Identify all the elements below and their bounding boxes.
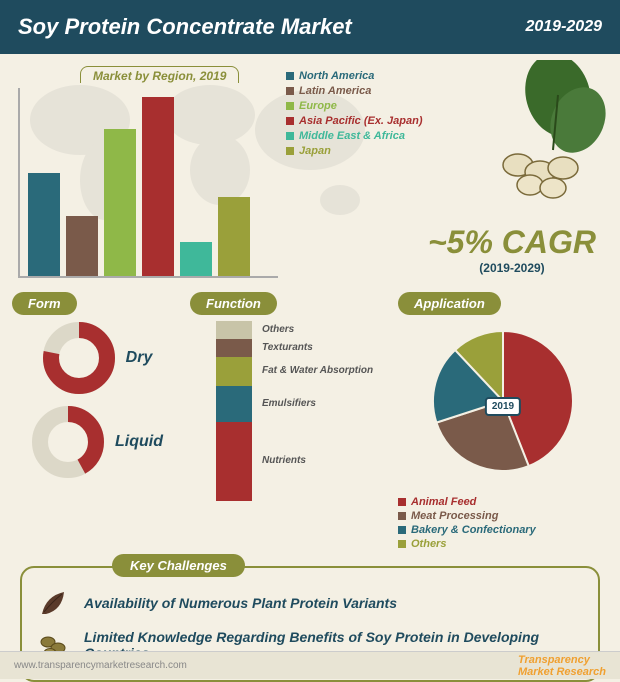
legend-label: North America	[299, 70, 374, 82]
legend-item: Asia Pacific (Ex. Japan)	[286, 115, 451, 127]
legend-swatch	[286, 132, 294, 140]
function-panel: Function Others Texturants Fat & Water Abs…	[190, 292, 390, 552]
legend-swatch	[286, 117, 294, 125]
donut-row: Dry	[42, 321, 153, 395]
stack-label: Texturants	[262, 342, 313, 353]
footer-logo: Transparency Market Research	[518, 654, 606, 678]
stack-segment	[216, 339, 252, 357]
challenges-title: Key Challenges	[112, 554, 245, 577]
donut-label: Dry	[126, 349, 153, 367]
legend-item: Middle East & Africa	[286, 130, 451, 142]
stack-label: Emulsifiers	[262, 398, 316, 409]
legend-label: Japan	[299, 145, 331, 157]
bar	[28, 173, 60, 276]
cagr-value: ~5% CAGR	[428, 224, 596, 261]
stack-segment	[216, 386, 252, 422]
page-title: Soy Protein Concentrate Market	[18, 14, 352, 40]
legend-swatch	[286, 147, 294, 155]
cagr-sub: (2019-2029)	[428, 261, 596, 275]
application-panel: Application 2019 Animal Feed Meat Process…	[398, 292, 608, 552]
bar	[66, 216, 98, 276]
legend-item: Animal Feed	[398, 496, 608, 508]
legend-item: North America	[286, 70, 451, 82]
legend-item: Europe	[286, 100, 451, 112]
stack-label: Nutrients	[262, 455, 306, 466]
legend-label: Asia Pacific (Ex. Japan)	[299, 115, 423, 127]
legend-swatch	[398, 512, 406, 520]
function-panel-title: Function	[190, 292, 277, 315]
stack-label: Others	[262, 324, 294, 335]
form-panel: Form Dry Liquid	[12, 292, 182, 552]
donut-chart	[42, 321, 116, 395]
application-panel-title: Application	[398, 292, 501, 315]
legend-swatch	[286, 102, 294, 110]
legend-label: Middle East & Africa	[299, 130, 405, 142]
bar	[218, 197, 250, 276]
soy-plant-icon	[458, 60, 608, 200]
region-chart-title: Market by Region, 2019	[80, 66, 239, 83]
legend-item: Others	[398, 538, 608, 550]
legend-label: Latin America	[299, 85, 371, 97]
stack-segment	[216, 422, 252, 501]
donut-chart	[31, 405, 105, 479]
legend-label: Europe	[299, 100, 337, 112]
bar	[180, 242, 212, 276]
challenge-text: Availability of Numerous Plant Protein V…	[84, 595, 397, 611]
pie-year-label: 2019	[485, 397, 521, 416]
legend-swatch	[398, 498, 406, 506]
legend-swatch	[398, 526, 406, 534]
legend-label: Bakery & Confectionary	[411, 524, 536, 536]
challenge-item: Availability of Numerous Plant Protein V…	[36, 586, 584, 620]
region-bar-chart: Market by Region, 2019	[18, 88, 278, 278]
legend-label: Meat Processing	[411, 510, 498, 522]
region-legend: North America Latin America Europe Asia Pac…	[286, 70, 451, 278]
donut-row: Liquid	[31, 405, 163, 479]
function-stacked-bar	[216, 321, 252, 501]
footer: www.transparencymarketresearch.com Trans…	[0, 651, 620, 679]
stack-label: Fat & Water Absorption	[262, 365, 373, 376]
bar	[104, 129, 136, 276]
application-legend: Animal Feed Meat Processing Bakery & Confe…	[398, 496, 608, 550]
bar	[142, 97, 174, 276]
cagr-callout: ~5% CAGR (2019-2029)	[428, 224, 596, 275]
stack-segment	[216, 357, 252, 386]
donut-label: Liquid	[115, 433, 163, 451]
year-range: 2019-2029	[525, 18, 602, 36]
legend-item: Japan	[286, 145, 451, 157]
legend-label: Others	[411, 538, 446, 550]
form-panel-title: Form	[12, 292, 77, 315]
header: Soy Protein Concentrate Market 2019-2029	[0, 0, 620, 54]
legend-label: Animal Feed	[411, 496, 476, 508]
leaf-icon	[36, 586, 70, 620]
legend-item: Latin America	[286, 85, 451, 97]
stack-segment	[216, 321, 252, 339]
legend-swatch	[286, 72, 294, 80]
legend-item: Meat Processing	[398, 510, 608, 522]
legend-swatch	[398, 540, 406, 548]
footer-url: www.transparencymarketresearch.com	[14, 660, 187, 671]
legend-swatch	[286, 87, 294, 95]
legend-item: Bakery & Confectionary	[398, 524, 608, 536]
